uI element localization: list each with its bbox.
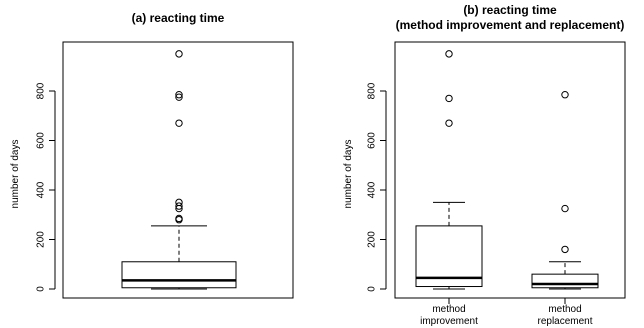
chart-a-marks [121, 50, 237, 290]
chart-b-replacement-outlier-point [561, 245, 569, 254]
chart-a-title: (a) reacting time [132, 11, 225, 25]
chart-b-improvement-box [415, 225, 483, 288]
chart-b-y-tick-label: 0 [367, 286, 378, 292]
chart-b-x-tick-label: improvement [420, 316, 478, 327]
chart-a-outlier-point [175, 50, 183, 58]
chart-a-plot-frame [62, 41, 294, 299]
chart-a-y-tick-label: 800 [36, 82, 47, 99]
chart-a-y-tick-label: 400 [36, 181, 47, 198]
chart-a-y-axis-label: number of days [10, 140, 21, 209]
chart-a-outlier-point [175, 119, 183, 127]
chart-b-title-line-1: (b) reacting time [463, 3, 557, 17]
chart-b-y-axis: 0 200 400 600 800 [367, 82, 387, 292]
chart-a-outlier-point [175, 91, 183, 99]
chart-b-replacement-outlier-point [561, 204, 569, 213]
chart-a-y-tick-label: 600 [36, 132, 47, 149]
chart-b-replacement-outlier-point [561, 91, 569, 99]
chart-b-y-tick-label: 400 [367, 181, 378, 198]
chart-a-y-axis: 0 200 400 600 800 [36, 82, 56, 292]
chart-a-outlier-point [175, 202, 183, 210]
chart-b-title-line-2: (method improvement and replacement) [396, 18, 625, 32]
chart-b-x-tick-label: method [548, 304, 581, 315]
chart-b-improvement-outlier-point [445, 50, 453, 58]
chart-a-outlier-point [175, 198, 183, 207]
chart-a-y-tick-label: 200 [36, 231, 47, 248]
chart-b-improvement-outlier-point [445, 119, 453, 127]
chart-b-replacement-box [531, 273, 599, 289]
chart-a-outlier-point [175, 93, 183, 101]
chart-b-y-tick-label: 600 [367, 132, 378, 149]
chart-panel-a: (a) reacting time number of days 0 200 400… [10, 11, 294, 299]
chart-panel-b: (b) reacting time (method improvement an… [343, 3, 626, 327]
chart-b-x-tick-label: method [432, 304, 465, 315]
chart-b-y-axis-label: number of days [343, 140, 354, 209]
chart-b-x-tick-label: replacement [537, 316, 592, 327]
chart-b-y-tick-label: 200 [367, 231, 378, 248]
chart-b-marks [415, 50, 599, 290]
chart-b-improvement-outlier-point [445, 94, 453, 103]
chart-a-outlier-point [175, 214, 183, 223]
chart-b-y-tick-label: 800 [367, 82, 378, 99]
chart-a-y-tick-label: 0 [36, 286, 47, 292]
chart-a-box [121, 261, 237, 289]
